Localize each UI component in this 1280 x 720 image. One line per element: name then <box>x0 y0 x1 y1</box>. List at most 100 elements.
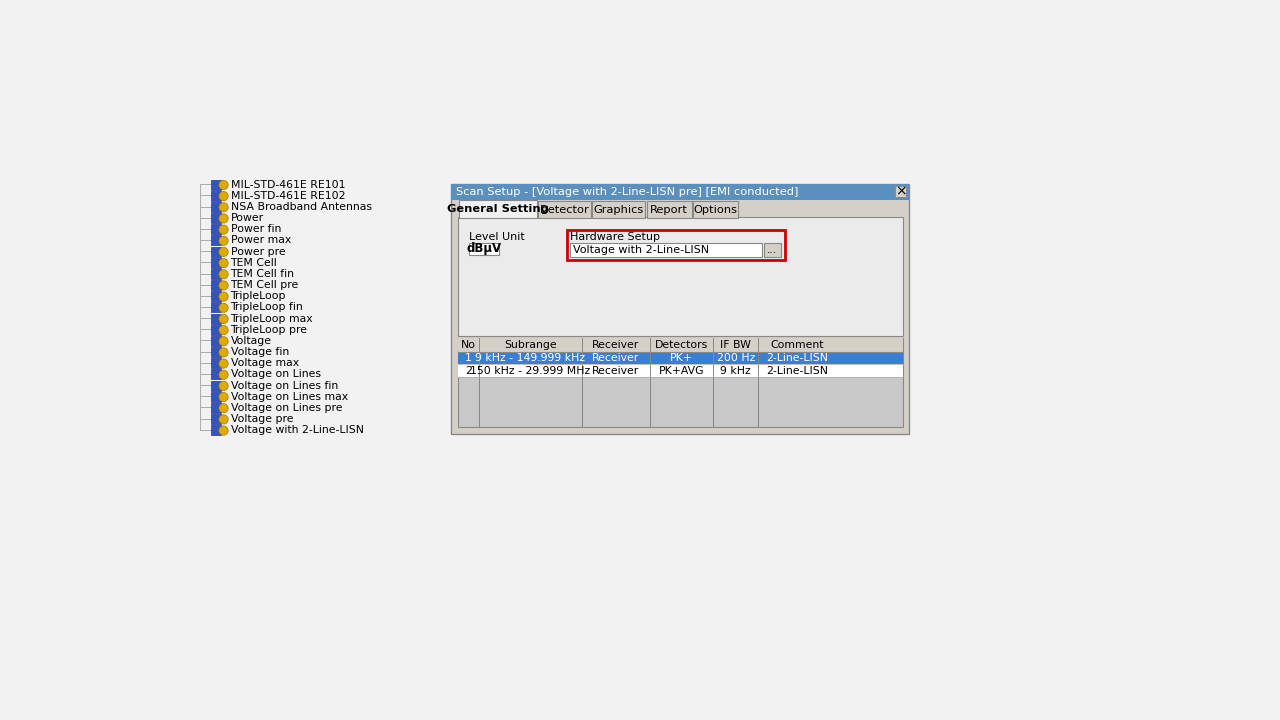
Text: Voltage: Voltage <box>230 336 271 346</box>
Bar <box>694 201 739 218</box>
Text: Hardware Setup: Hardware Setup <box>570 232 660 242</box>
Text: PK+AVG: PK+AVG <box>659 366 704 376</box>
Bar <box>211 291 221 301</box>
Circle shape <box>219 325 228 335</box>
Circle shape <box>219 348 228 357</box>
Text: Detector: Detector <box>540 204 589 215</box>
Bar <box>211 202 221 212</box>
Circle shape <box>219 337 228 346</box>
Bar <box>896 186 906 197</box>
Circle shape <box>219 225 228 234</box>
Bar <box>211 347 221 357</box>
Text: Receiver: Receiver <box>593 366 639 376</box>
Bar <box>211 381 221 390</box>
Bar <box>458 217 904 336</box>
Text: 1: 1 <box>465 354 472 363</box>
Text: TripleLoop: TripleLoop <box>230 291 285 301</box>
Text: PK+: PK+ <box>671 354 692 363</box>
Bar <box>470 243 499 255</box>
Bar <box>211 258 221 268</box>
Text: Power: Power <box>230 213 264 223</box>
Text: Voltage fin: Voltage fin <box>230 347 289 357</box>
Text: dBμV: dBμV <box>466 243 502 256</box>
Text: Report: Report <box>650 204 689 215</box>
Text: Receiver: Receiver <box>593 354 639 363</box>
Text: TEM Cell: TEM Cell <box>230 258 278 268</box>
Circle shape <box>219 303 228 312</box>
Text: Detectors: Detectors <box>655 340 708 350</box>
Bar <box>211 235 221 246</box>
Bar <box>458 364 904 377</box>
Text: Graphics: Graphics <box>594 204 644 215</box>
Text: 150 kHz - 29.999 MHz: 150 kHz - 29.999 MHz <box>470 366 590 376</box>
Text: Comment: Comment <box>771 340 824 350</box>
Text: Voltage max: Voltage max <box>230 359 298 368</box>
Circle shape <box>219 404 228 413</box>
Text: Voltage with 2-Line-LISN: Voltage with 2-Line-LISN <box>230 426 364 435</box>
Bar <box>211 414 221 424</box>
Bar <box>452 184 909 199</box>
Text: Receiver: Receiver <box>593 340 639 350</box>
Text: Level Unit: Level Unit <box>470 232 525 242</box>
Circle shape <box>219 270 228 279</box>
Bar <box>567 230 786 261</box>
Text: TripleLoop fin: TripleLoop fin <box>230 302 303 312</box>
Bar <box>211 302 221 312</box>
Bar <box>211 280 221 290</box>
Text: 9 kHz: 9 kHz <box>721 366 751 376</box>
Bar <box>211 359 221 368</box>
Bar <box>211 179 221 189</box>
Bar <box>458 338 904 352</box>
Bar <box>452 184 909 434</box>
Text: Options: Options <box>694 204 737 215</box>
Bar <box>211 336 221 346</box>
Text: 2-Line-LISN: 2-Line-LISN <box>765 366 828 376</box>
Text: 200 Hz: 200 Hz <box>717 354 755 363</box>
Text: 2: 2 <box>465 366 472 376</box>
Text: Subrange: Subrange <box>504 340 557 350</box>
Circle shape <box>219 415 228 424</box>
Text: NSA Broadband Antennas: NSA Broadband Antennas <box>230 202 371 212</box>
Text: Power pre: Power pre <box>230 246 285 256</box>
Circle shape <box>219 236 228 246</box>
Circle shape <box>219 192 228 201</box>
Text: Voltage on Lines pre: Voltage on Lines pre <box>230 403 342 413</box>
Circle shape <box>219 315 228 323</box>
Text: No: No <box>461 340 476 350</box>
Text: Power max: Power max <box>230 235 291 246</box>
Bar <box>460 199 536 218</box>
Bar <box>646 201 691 218</box>
Text: ...: ... <box>767 246 777 256</box>
Circle shape <box>219 292 228 301</box>
Text: 9 kHz - 149.999 kHz: 9 kHz - 149.999 kHz <box>475 354 585 363</box>
Bar <box>593 201 645 218</box>
Text: Voltage on Lines: Voltage on Lines <box>230 369 320 379</box>
Bar <box>538 201 591 218</box>
Text: TripleLoop max: TripleLoop max <box>230 313 314 323</box>
Circle shape <box>219 392 228 402</box>
Circle shape <box>219 370 228 379</box>
Bar <box>211 325 221 335</box>
Text: Voltage with 2-Line-LISN: Voltage with 2-Line-LISN <box>573 246 709 256</box>
Text: ×: × <box>895 185 906 199</box>
Bar <box>211 213 221 223</box>
Bar <box>764 243 781 257</box>
Bar <box>211 269 221 279</box>
Bar <box>211 246 221 256</box>
Text: IF BW: IF BW <box>721 340 751 350</box>
Bar <box>211 224 221 234</box>
Bar <box>211 191 221 201</box>
Text: TripleLoop pre: TripleLoop pre <box>230 325 307 335</box>
Bar <box>570 243 762 257</box>
Circle shape <box>219 359 228 368</box>
Circle shape <box>219 382 228 390</box>
Circle shape <box>219 281 228 290</box>
Text: Scan Setup - [Voltage with 2-Line-LISN pre] [EMI conducted]: Scan Setup - [Voltage with 2-Line-LISN p… <box>456 187 799 197</box>
Bar <box>211 426 221 435</box>
Circle shape <box>219 248 228 256</box>
Bar <box>211 369 221 379</box>
Text: Voltage on Lines fin: Voltage on Lines fin <box>230 381 338 390</box>
Bar <box>458 338 904 427</box>
Text: TEM Cell pre: TEM Cell pre <box>230 280 298 290</box>
Text: General Setting: General Setting <box>447 204 549 214</box>
